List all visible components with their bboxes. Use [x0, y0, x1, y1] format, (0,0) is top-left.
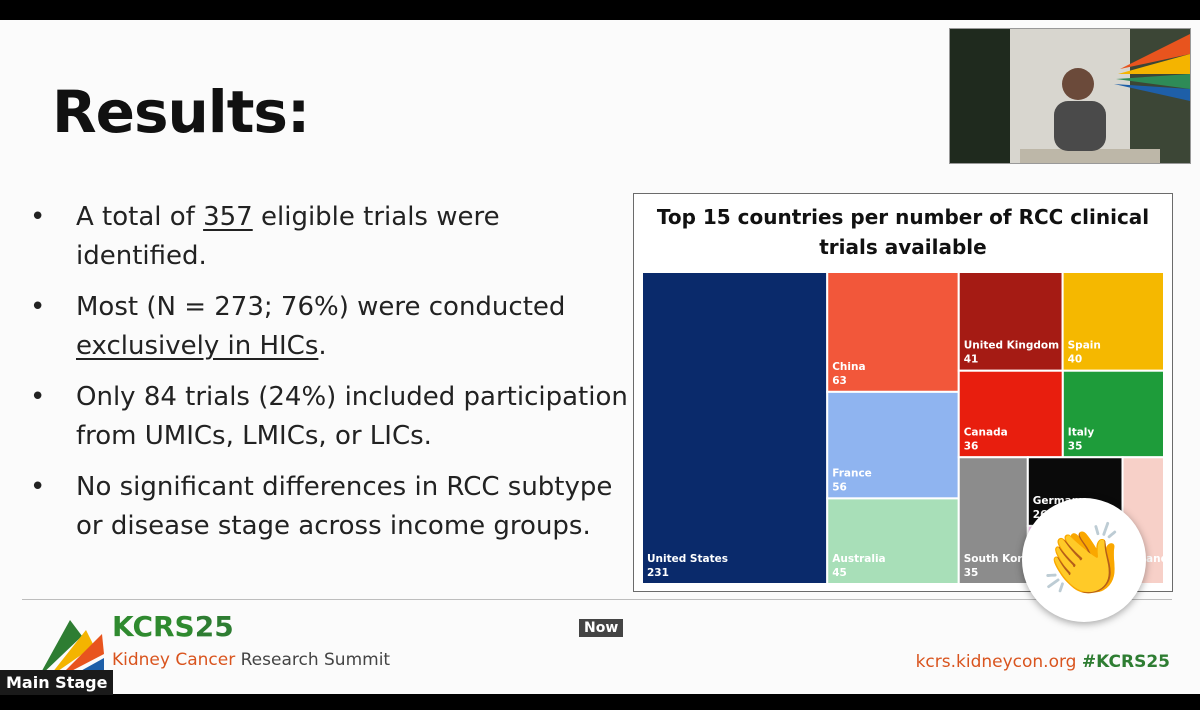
treemap-tile: Spain 40 [1061, 272, 1164, 372]
bullet-dot: • [30, 292, 46, 322]
kcrs-subtitle-kc: Kidney Cancer [112, 650, 236, 670]
treemap-tile-rect [957, 272, 1064, 372]
slide-stage: Results: • A total of 357 eligible trials… [0, 20, 1200, 694]
kcrs-logo-subtitle: Kidney Cancer Research Summit [112, 650, 390, 670]
treemap-tile-rect [826, 497, 960, 584]
treemap-tile-label: Spain [1068, 340, 1101, 352]
treemap-chart: Top 15 countries per number of RCC clini… [633, 193, 1173, 592]
footer-site: kcrs.kidneycon.org #KCRS25 [916, 652, 1170, 672]
footer-hashtag: #KCRS25 [1081, 652, 1170, 672]
treemap-tile-value: 35 [964, 567, 979, 579]
chart-title-line-1: Top 15 countries per number of RCC clini… [656, 205, 1150, 229]
bullet-underlined-text: 357 [203, 202, 253, 232]
treemap-tile-label: China [832, 361, 865, 373]
treemap-tile-label: United States [647, 553, 728, 565]
treemap-tile-value: 35 [1068, 440, 1083, 452]
footer-site-url[interactable]: kcrs.kidneycon.org [915, 652, 1077, 672]
bullet-item: • Most (N = 273; 76%) were conducted excl… [30, 288, 630, 366]
bullet-text-end: eligible trials were identified. [76, 202, 500, 271]
treemap-tile: France 56 [826, 390, 960, 500]
kcrs-logo: KCRS25 Kidney Cancer Research Summit [30, 610, 390, 680]
treemap-tile-label: South Korea [964, 553, 1037, 565]
bullet-dot: • [30, 472, 46, 502]
kcrs-subtitle-rs: Research Summit [235, 650, 391, 670]
bullet-text: Most (N = 273; 76%) were conducted [76, 292, 566, 322]
treemap-tile-value: 63 [832, 375, 847, 387]
treemap-tile: United States 231 [642, 272, 829, 584]
treemap-tile-value: 40 [1068, 354, 1083, 366]
treemap-tile-rect [642, 272, 829, 584]
clapping-hands-icon[interactable]: 👏 [1022, 498, 1146, 622]
kcrs-logo-wordmark: KCRS25 [112, 610, 234, 643]
treemap-tile-value: 41 [964, 354, 979, 366]
bullet-item: • No significant differences in RCC subty… [30, 468, 630, 546]
treemap-tile-label: Canada [964, 426, 1008, 438]
treemap-tile-rect [957, 456, 1029, 584]
bullet-text: No significant differences in RCC subtyp… [76, 472, 613, 541]
now-badge: Now [579, 619, 624, 637]
chart-title-line-2: trials available [819, 235, 987, 259]
bullet-text: Only 84 trials (24%) included participat… [76, 382, 628, 451]
treemap-tile-label: France [832, 467, 872, 479]
bullet-dot: • [30, 382, 46, 412]
treemap-plot: United States 231 China 63 France 56 Australia… [642, 272, 1164, 584]
treemap-tile: South Korea 35 [957, 456, 1037, 584]
bullet-underlined-text: exclusively in HICs [76, 331, 319, 361]
bullet-dot: • [30, 202, 46, 232]
treemap-tile-rect [826, 272, 960, 393]
speaker-video-frame [950, 29, 1190, 163]
kcrs-year: 25 [194, 610, 234, 643]
slide-title: Results: [52, 78, 310, 146]
treemap-tile-value: 45 [832, 567, 847, 579]
treemap-tile-label: Australia [832, 553, 885, 565]
footer-divider [22, 599, 1172, 600]
treemap-tile-label: Italy [1068, 426, 1095, 438]
treemap-tile-rect [826, 390, 960, 500]
bullet-item: • A total of 357 eligible trials were ide… [30, 198, 630, 276]
treemap-tile: China 63 [826, 272, 960, 393]
bullet-item: • Only 84 trials (24%) included participa… [30, 378, 630, 456]
treemap-tile-label: United Kingdom [964, 340, 1059, 352]
speaker-video[interactable] [949, 28, 1191, 164]
treemap-tile: Canada 36 [957, 369, 1064, 459]
bullet-text-end: . [318, 331, 327, 361]
kcrs-text: KCRS [112, 610, 195, 643]
treemap-tile-value: 36 [964, 440, 979, 452]
treemap-tile-value: 231 [647, 567, 669, 579]
treemap-tile: Italy 35 [1061, 369, 1164, 459]
treemap-tile: Australia 45 [826, 497, 960, 584]
treemap-tile: United Kingdom 41 [957, 272, 1064, 372]
treemap-tile-value: 56 [832, 481, 847, 493]
bullet-text: A total of [76, 202, 204, 232]
bullet-list: • A total of 357 eligible trials were ide… [30, 198, 630, 558]
chart-title: Top 15 countries per number of RCC clini… [634, 202, 1172, 262]
reaction-glyph: 👏 [1040, 518, 1128, 601]
main-stage-label[interactable]: Main Stage [0, 670, 114, 695]
